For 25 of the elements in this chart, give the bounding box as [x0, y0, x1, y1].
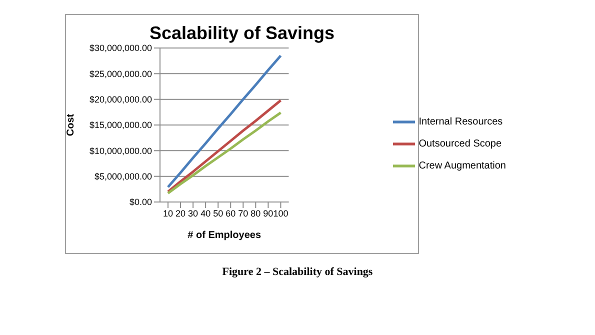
y-tick-label: $25,000,000.00: [89, 68, 152, 79]
x-axis-title: # of Employees: [188, 230, 262, 241]
y-tick-label: $30,000,000.00: [89, 43, 152, 54]
x-tick-label: 50: [213, 208, 224, 218]
x-tick-label: 100: [273, 208, 288, 218]
chart-title: Scalability of Savings: [148, 23, 336, 44]
legend-label: Crew Augmentation: [418, 160, 506, 172]
legend-label: Internal Resources: [418, 116, 503, 128]
y-tick-label: $10,000,000.00: [89, 146, 152, 156]
y-tick-label: $0.00: [129, 197, 152, 208]
line-series: [166, 54, 282, 188]
x-tick-label: 20: [176, 208, 186, 218]
legend-label: Outsourced Scope: [418, 138, 502, 150]
x-tick-label: 60: [226, 208, 236, 218]
x-tick-label: 70: [238, 208, 248, 218]
x-tick-label: 10: [162, 208, 174, 218]
x-tick-label: 40: [200, 208, 211, 218]
x-tick-label: 90: [263, 208, 274, 218]
y-axis-title: Cost: [66, 113, 77, 136]
y-tick-label: $15,000,000.00: [89, 120, 152, 130]
caption: Figure 2 – Scalability of Savings: [221, 266, 374, 278]
x-tick-label: 80: [250, 208, 261, 218]
y-tick-label: $20,000,000.00: [89, 94, 152, 105]
x-tick-label: 30: [188, 208, 198, 218]
y-tick-label: $5,000,000.00: [94, 172, 152, 182]
